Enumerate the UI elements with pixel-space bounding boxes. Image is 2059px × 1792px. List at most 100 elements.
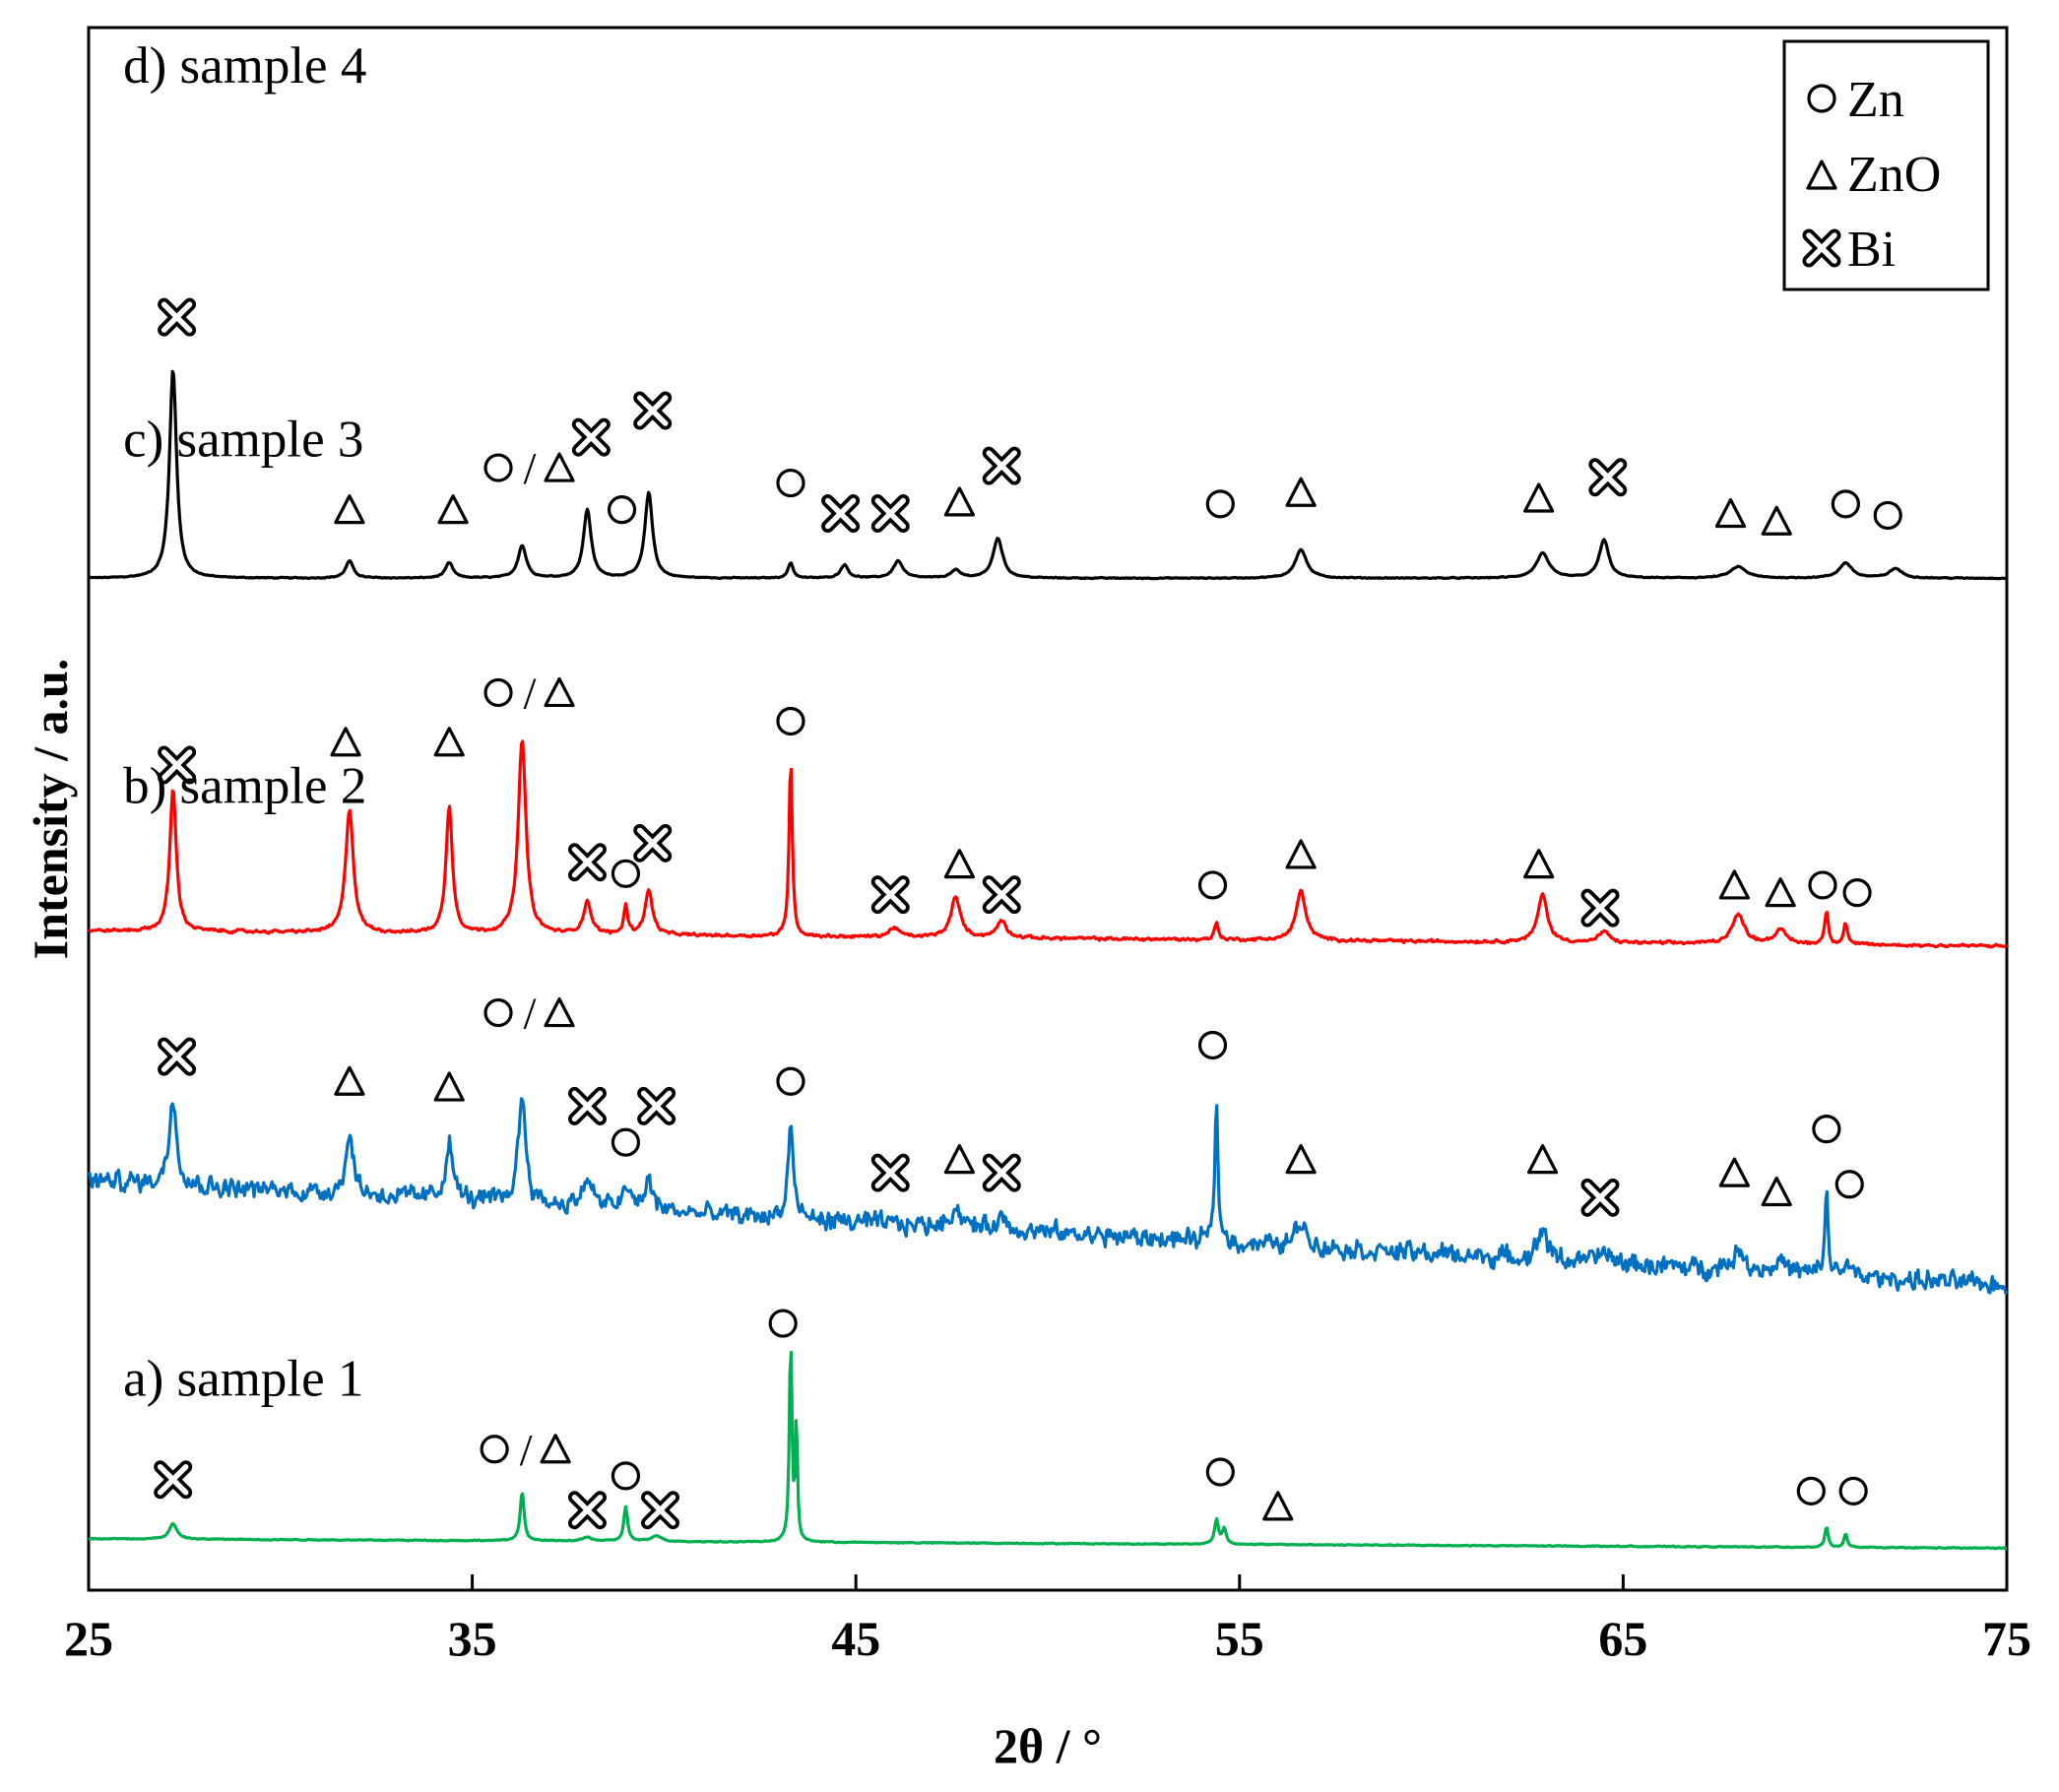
zno-peak-marker-icon: [1262, 1491, 1294, 1521]
zn-peak-marker-icon: [611, 1127, 641, 1157]
bi-peak-marker-icon: [154, 1460, 193, 1500]
plot-axes: [87, 26, 2009, 1592]
zn-zno-slash: /: [524, 668, 537, 718]
zn-zno-peak-marker-icon: /: [483, 443, 575, 493]
x-axis-title: 2θ / °: [994, 1718, 1102, 1773]
x-tick-label: 35: [448, 1611, 497, 1666]
bi-peak-marker-icon: [158, 297, 197, 337]
zno-peak-marker-icon: [943, 1144, 975, 1175]
bi-peak-marker-icon: [571, 417, 611, 457]
zn-peak-marker-icon: [1838, 1476, 1868, 1505]
x-tick-label: 45: [831, 1611, 880, 1666]
legend: Zn ZnO Bi: [1782, 39, 1990, 291]
zn-circle-icon: [480, 1435, 509, 1464]
bi-peak-marker-icon: [982, 875, 1021, 915]
zn-peak-marker-icon: [1834, 1170, 1864, 1199]
zno-peak-marker-icon: [433, 1071, 465, 1102]
bi-peak-marker-icon: [1588, 458, 1628, 497]
zno-triangle-icon: [544, 996, 575, 1028]
series-label-2: c) sample 3: [123, 411, 363, 468]
zno-peak-marker-icon: [1761, 505, 1792, 536]
zno-peak-marker-icon: [1765, 877, 1796, 908]
zno-peak-marker-icon: [433, 727, 465, 757]
series-label-1: d) sample 4: [123, 37, 366, 95]
zn-peak-marker-icon: [1842, 878, 1872, 908]
bi-peak-marker-icon: [1580, 888, 1620, 928]
zn-peak-marker-icon: [776, 706, 805, 736]
x-tick-label: 75: [1982, 1611, 2031, 1666]
zno-peak-marker-icon: [1714, 497, 1747, 529]
zn-peak-marker-icon: [607, 495, 637, 525]
zn-peak-marker-icon: [768, 1309, 798, 1338]
zno-peak-marker-icon: [1718, 1157, 1750, 1187]
plot-frame: [87, 26, 2009, 1592]
y-axis-title: Intensity / a.u.: [23, 659, 78, 960]
zn-zno-peak-marker-icon: /: [483, 668, 575, 718]
zno-triangle-icon: [544, 676, 575, 708]
legend-zno-icon: [1806, 160, 1837, 190]
series-line-2: [87, 739, 2008, 949]
bi-peak-marker-icon: [158, 745, 197, 785]
bi-peak-marker-icon: [633, 391, 673, 430]
bi-peak-marker-icon: [567, 1491, 607, 1530]
zn-zno-slash: /: [524, 989, 537, 1039]
zno-peak-marker-icon: [1285, 839, 1317, 869]
zno-peak-marker-icon: [1523, 482, 1555, 513]
series-line-3: [87, 1097, 2009, 1295]
bi-peak-marker-icon: [870, 494, 910, 534]
series-labels: d) sample 4 c) sample 3 b) sample 2 a) samp…: [123, 37, 366, 1407]
bi-peak-marker-icon: [982, 1153, 1021, 1192]
zno-peak-marker-icon: [1526, 1144, 1559, 1175]
zn-peak-marker-icon: [1205, 1457, 1235, 1487]
peak-markers: / / / /: [154, 297, 1902, 1530]
zn-circle-icon: [483, 997, 513, 1028]
zn-peak-marker-icon: [1812, 1115, 1841, 1144]
zno-triangle-icon: [540, 1434, 571, 1464]
bi-peak-marker-icon: [633, 823, 673, 863]
zn-peak-marker-icon: [1197, 870, 1228, 900]
zno-peak-marker-icon: [1285, 477, 1317, 507]
zn-peak-marker-icon: [611, 1461, 641, 1491]
legend-bi-icon: [1802, 228, 1841, 268]
bi-peak-marker-icon: [821, 494, 861, 534]
zno-peak-marker-icon: [943, 486, 975, 517]
zn-peak-marker-icon: [776, 1066, 805, 1096]
zno-peak-marker-icon: [1523, 849, 1555, 879]
zno-triangle-icon: [544, 452, 575, 482]
series-label-4: a) sample 1: [123, 1351, 363, 1408]
series-label-3: b) sample 2: [123, 758, 366, 815]
legend-label: Zn: [1847, 72, 1904, 128]
bi-peak-marker-icon: [158, 1037, 197, 1076]
zno-peak-marker-icon: [1718, 869, 1750, 900]
zn-zno-slash: /: [520, 1425, 533, 1475]
zn-peak-marker-icon: [1796, 1476, 1826, 1505]
bi-peak-marker-icon: [637, 1086, 676, 1125]
zno-peak-marker-icon: [334, 494, 365, 525]
zn-peak-marker-icon: [1205, 489, 1235, 519]
zn-peak-marker-icon: [1197, 1030, 1228, 1060]
bi-peak-marker-icon: [567, 843, 607, 882]
zn-zno-peak-marker-icon: /: [480, 1425, 571, 1475]
zno-peak-marker-icon: [1761, 1176, 1792, 1207]
bi-peak-marker-icon: [870, 1153, 910, 1192]
bi-peak-marker-icon: [1580, 1178, 1620, 1217]
x-tick-labels: 25 35 45 55 65 75: [64, 1611, 2031, 1666]
x-tick-label: 25: [64, 1611, 113, 1666]
zno-peak-marker-icon: [1285, 1144, 1317, 1175]
zn-peak-marker-icon: [1831, 489, 1860, 519]
legend-label: Bi: [1847, 222, 1896, 278]
legend-label: ZnO: [1847, 147, 1941, 203]
zno-peak-marker-icon: [334, 1065, 365, 1096]
zno-peak-marker-icon: [437, 494, 469, 525]
zn-peak-marker-icon: [1873, 500, 1902, 531]
series-line-1: [88, 369, 2008, 581]
zn-zno-slash: /: [524, 443, 537, 493]
series-line-4: [88, 1350, 2008, 1551]
x-tick-label: 55: [1215, 1611, 1264, 1666]
zn-circle-icon: [483, 677, 513, 708]
zn-peak-marker-icon: [1808, 870, 1837, 900]
x-tick-label: 65: [1598, 1611, 1647, 1666]
legend-zn-icon: [1807, 84, 1836, 113]
bi-peak-marker-icon: [982, 446, 1021, 485]
